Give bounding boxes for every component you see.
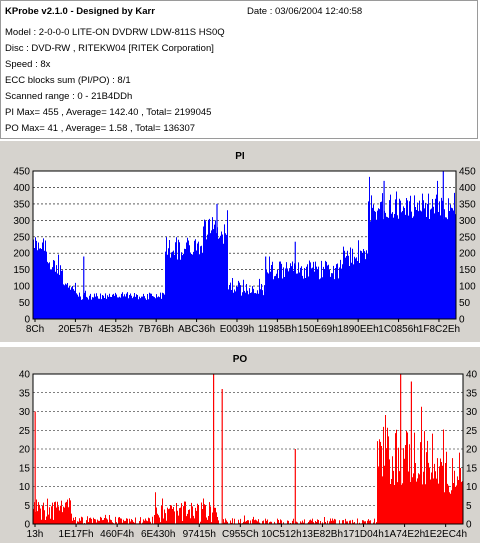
ecc-line: ECC blocks sum (PI/PO) : 8/1	[5, 75, 131, 86]
pi-ytick-right: 400	[459, 183, 476, 194]
po-ytick-right: 25	[466, 426, 478, 437]
po-xtick-label: 97415h	[183, 529, 216, 540]
pi-xtick-label: 150E69h	[298, 324, 338, 335]
po-ytick-left: 30	[19, 407, 31, 418]
po-xtick-label: 1E2EC4h	[424, 529, 467, 540]
po-plot-frame	[32, 373, 464, 525]
po-xtick-label: C955Ch	[222, 529, 259, 540]
pi-bars	[33, 171, 456, 319]
pi-ytick-left: 150	[13, 265, 30, 276]
po-ytick-right: 5	[466, 501, 472, 512]
range-line: Scanned range : 0 - 21B4DDh	[5, 91, 133, 102]
pi-ytick-right: 50	[459, 298, 471, 309]
pi-xtick-label: 11985Bh	[258, 324, 297, 335]
pi-xtick-label: 7B76Bh	[138, 324, 174, 335]
po-ytick-right: 30	[466, 407, 478, 418]
pi-ytick-right: 0	[459, 315, 465, 326]
po-xtick-label: 171D04h	[343, 529, 384, 540]
pi-ytick-right: 450	[459, 167, 476, 178]
pi-stats-line: PI Max= 455 , Average= 142.40 , Total= 2…	[5, 107, 212, 118]
po-ytick-right: 0	[466, 520, 472, 531]
po-ytick-right: 10	[466, 482, 478, 493]
po-chart-panel: PO 0 0 5 5 10 10 15 15 20 20 25 25 30 30 35 35 40 40 13h 1E…	[0, 347, 480, 543]
disc-line: Disc : DVD-RW , RITEKW04 [RITEK Corporat…	[5, 43, 214, 54]
po-bars	[33, 374, 463, 524]
pi-xtick-label: 20E57h	[58, 324, 92, 335]
po-chart: 0 0 5 5 10 10 15 15 20 20 25 25 30 30 35 35 40 40 13h 1E17F…	[19, 370, 478, 541]
pi-chart: 0 0 50 50 100 100 150 150 200 200 250 250 300 300 350 3…	[13, 167, 476, 336]
pi-ytick-left: 100	[13, 282, 30, 293]
pi-chart-title: PI	[235, 151, 245, 162]
po-ytick-left: 0	[24, 520, 30, 531]
pi-ytick-left: 50	[19, 298, 31, 309]
pi-ytick-left: 350	[13, 199, 30, 210]
po-ytick-right: 35	[466, 388, 478, 399]
pi-plot-frame	[32, 170, 457, 320]
po-ytick-right: 15	[466, 463, 478, 474]
po-ytick-left: 40	[19, 370, 31, 381]
po-ytick-left: 10	[19, 482, 31, 493]
pi-ytick-left: 450	[13, 167, 30, 178]
pi-xtick-label: 8Ch	[26, 324, 44, 335]
model-line: Model : 2-0-0-0 LITE-ON DVDRW LDW-811S H…	[5, 27, 225, 38]
pi-ytick-right: 350	[459, 199, 476, 210]
po-xtick-label: 460F4h	[100, 529, 134, 540]
pi-ytick-right: 150	[459, 265, 476, 276]
po-xtick-label: 13E82Bh	[302, 529, 343, 540]
po-xtick-label: 6E430h	[141, 529, 175, 540]
po-ytick-right: 40	[466, 370, 478, 381]
po-xtick-label: 10C512h	[261, 529, 302, 540]
pi-xtick-label: 1F8C2Eh	[418, 324, 460, 335]
po-ytick-right: 20	[466, 445, 478, 456]
po-xtick-label: 1E17Fh	[59, 529, 94, 540]
po-ytick-left: 25	[19, 426, 31, 437]
pi-ytick-left: 400	[13, 183, 30, 194]
pi-xtick-label: 1890EEh	[338, 324, 379, 335]
pi-ytick-right: 250	[459, 232, 476, 243]
speed-line: Speed : 8x	[5, 59, 51, 70]
po-chart-title: PO	[232, 354, 248, 365]
pi-ytick-left: 200	[13, 249, 30, 260]
scan-date: Date : 03/06/2004 12:40:58	[247, 6, 363, 17]
pi-xtick-label: 1C0856h	[378, 324, 419, 335]
po-ytick-left: 5	[24, 501, 30, 512]
pi-ytick-left: 0	[24, 315, 30, 326]
po-ytick-left: 35	[19, 388, 31, 399]
app-title: KProbe v2.1.0 - Designed by Karr	[5, 6, 155, 17]
po-ytick-left: 20	[19, 445, 31, 456]
pi-chart-panel: PI 0 0 50 50 100 100 150 150 200 200 250 250 300 300 3…	[0, 141, 480, 342]
pi-ytick-right: 300	[459, 216, 476, 227]
pi-xtick-label: ABC36h	[178, 324, 215, 335]
pi-xtick-label: 4E352h	[99, 324, 133, 335]
disc-info-panel: KProbe v2.1.0 - Designed by Karr Date : …	[0, 0, 478, 139]
pi-ytick-right: 100	[459, 282, 476, 293]
pi-ytick-left: 300	[13, 216, 30, 227]
pi-ytick-left: 250	[13, 232, 30, 243]
po-xtick-label: 1A74E2h	[384, 529, 425, 540]
pi-xtick-label: E0039h	[220, 324, 254, 335]
po-xtick-label: 13h	[27, 529, 44, 540]
po-ytick-left: 15	[19, 463, 31, 474]
pi-ytick-right: 200	[459, 249, 476, 260]
po-stats-line: PO Max= 41 , Average= 1.58 , Total= 1363…	[5, 123, 196, 134]
